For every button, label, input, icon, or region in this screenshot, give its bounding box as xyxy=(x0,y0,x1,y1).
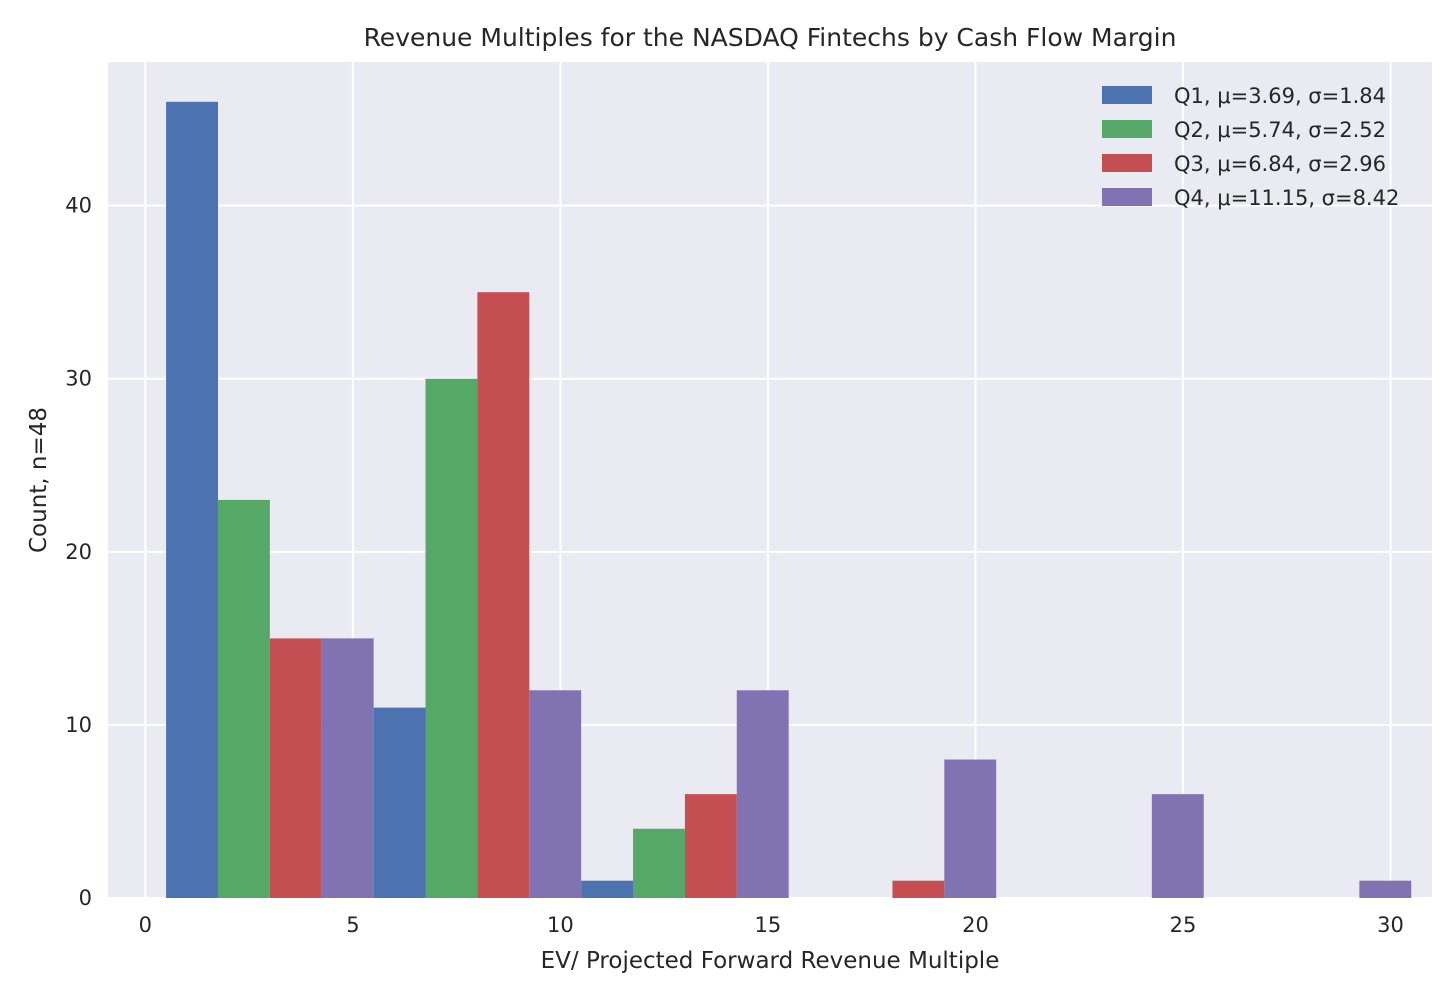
y-tick-label: 40 xyxy=(65,194,92,218)
x-tick-label: 30 xyxy=(1377,913,1404,937)
bar-q4-bin-4 xyxy=(944,759,997,898)
legend-label-q1: Q1, μ=3.69, σ=1.84 xyxy=(1174,84,1386,108)
legend-label-q4: Q4, μ=11.15, σ=8.42 xyxy=(1174,186,1399,210)
bar-q3-bin-2 xyxy=(477,292,530,899)
y-tick-label: 20 xyxy=(65,540,92,564)
bars xyxy=(166,101,1412,899)
y-tick-label: 30 xyxy=(65,367,92,391)
bar-q2-bin-2 xyxy=(425,378,478,898)
legend-swatch-q2 xyxy=(1102,120,1152,138)
bar-q1-bin-3 xyxy=(581,880,634,898)
legend-label-q2: Q2, μ=5.74, σ=2.52 xyxy=(1174,118,1386,142)
legend: Q1, μ=3.69, σ=1.84 Q2, μ=5.74, σ=2.52 Q3, … xyxy=(1102,84,1399,210)
bar-q1-bin-1 xyxy=(166,101,218,899)
x-axis-label: EV/ Projected Forward Revenue Multiple xyxy=(541,948,1000,974)
bar-q4-bin-5 xyxy=(1151,794,1204,898)
x-tick-label: 0 xyxy=(139,913,152,937)
legend-swatch-q3 xyxy=(1102,154,1152,172)
x-tick-label: 10 xyxy=(547,913,574,937)
bar-q4-bin-1 xyxy=(321,638,374,898)
legend-label-q3: Q3, μ=6.84, σ=2.96 xyxy=(1174,152,1386,176)
x-tick-label: 5 xyxy=(346,913,359,937)
y-tick-label: 10 xyxy=(65,713,92,737)
bar-q4-bin-3 xyxy=(736,690,789,898)
y-axis-label: Count, n=48 xyxy=(26,407,52,553)
bar-q2-bin-3 xyxy=(633,828,685,898)
y-tick-label: 0 xyxy=(79,886,92,910)
legend-swatch-q1 xyxy=(1102,86,1152,104)
bar-q3-bin-4 xyxy=(892,880,945,898)
chart-title: Revenue Multiples for the NASDAQ Fintech… xyxy=(364,23,1177,52)
bar-q3-bin-3 xyxy=(684,794,737,898)
bar-q4-bin-2 xyxy=(529,690,582,898)
bar-q2-bin-1 xyxy=(217,499,270,898)
tick-labels: 0 5 10 15 20 25 30 0 10 20 30 40 xyxy=(65,194,1404,937)
legend-swatch-q4 xyxy=(1102,188,1152,206)
bar-q3-bin-1 xyxy=(269,638,322,898)
x-tick-label: 20 xyxy=(962,913,989,937)
bar-q4-bin-6 xyxy=(1359,880,1412,898)
x-tick-label: 15 xyxy=(755,913,782,937)
bar-q1-bin-2 xyxy=(373,707,426,898)
x-tick-label: 25 xyxy=(1170,913,1197,937)
